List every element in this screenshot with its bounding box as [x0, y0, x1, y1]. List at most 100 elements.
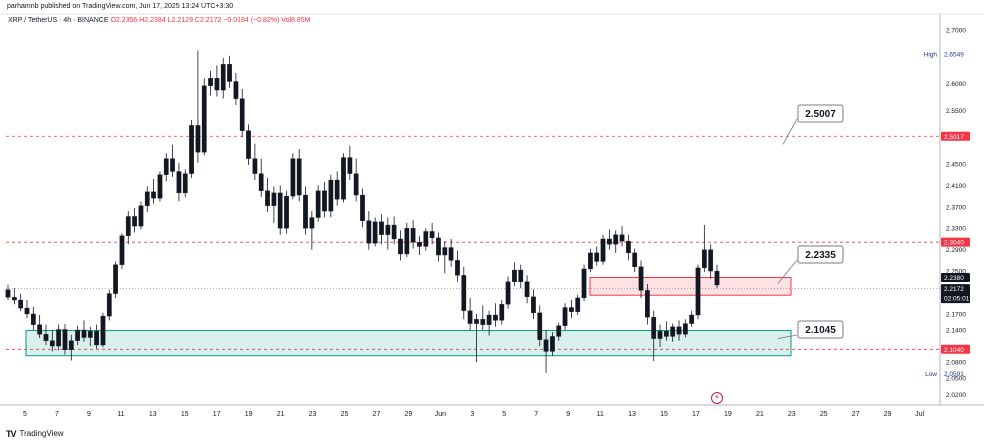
candle-body: [214, 78, 220, 91]
candle-body: [467, 310, 473, 324]
callout-pointer: [777, 334, 798, 339]
supply-zone[interactable]: [589, 277, 792, 296]
time-tick-label: 5: [502, 411, 506, 418]
candle-body: [676, 326, 682, 335]
candle: [176, 162, 182, 202]
candle: [366, 211, 372, 250]
candle: [474, 313, 479, 363]
price-callout[interactable]: 2.5007: [782, 104, 844, 145]
time-tick-label: 21: [756, 411, 764, 418]
symbol-info: XRP / TetherUS · 4h · BINANCE O2.2356 H2…: [8, 17, 311, 24]
candle: [296, 148, 302, 202]
candle: [315, 185, 321, 222]
time-tick-label: 29: [884, 411, 892, 418]
candle: [322, 182, 327, 218]
candle: [670, 323, 676, 342]
candle: [550, 332, 555, 356]
candle-body: [56, 329, 62, 347]
candle: [227, 55, 232, 88]
candle: [214, 65, 220, 97]
candle: [436, 232, 441, 262]
time-tick-label: 25: [341, 411, 349, 418]
candle-body: [170, 158, 175, 172]
callout-box: [797, 245, 844, 264]
price-label-text: 2.1040: [944, 347, 964, 354]
callout-pointer: [782, 118, 798, 145]
demand-zone[interactable]: [25, 330, 792, 357]
candle-body: [62, 329, 68, 350]
price-label: 2.3040: [941, 237, 970, 247]
time-tick-label: 19: [724, 411, 732, 418]
lightning-icon[interactable]: ⚡: [711, 392, 723, 404]
candle-body: [125, 216, 131, 236]
symbol-name[interactable]: XRP / TetherUS · 4h · BINANCE: [8, 17, 109, 24]
candle: [277, 185, 283, 235]
candle-body: [182, 173, 188, 194]
candle: [537, 305, 543, 347]
time-tick-label: 3: [470, 411, 474, 418]
candle: [125, 211, 131, 245]
candle: [68, 334, 74, 361]
candle: [284, 190, 289, 234]
candle-body: [524, 281, 530, 297]
candle: [233, 72, 239, 106]
time-tick-label: 5: [23, 411, 27, 418]
time-tick-label: Jun: [435, 411, 446, 418]
candle: [512, 262, 517, 287]
candle-body: [543, 339, 549, 352]
candle-body: [290, 158, 296, 197]
candle-body: [334, 179, 340, 200]
chart-grid: [0, 13, 984, 406]
candle-body: [391, 224, 397, 240]
time-tick-label: 7: [534, 411, 538, 418]
price-label: 2.2380: [941, 273, 970, 283]
price-callout[interactable]: 2.2335: [777, 245, 844, 284]
candle-body: [372, 221, 378, 244]
candle-body: [480, 319, 486, 325]
time-tick-label: 11: [117, 411, 124, 418]
candle: [100, 312, 106, 348]
candle-body: [284, 195, 289, 229]
candle: [43, 324, 49, 346]
candle: [663, 321, 669, 341]
candle: [429, 222, 435, 245]
candle: [195, 50, 201, 163]
candle-body: [233, 81, 239, 99]
time-tick-label: 15: [181, 411, 189, 418]
candle: [455, 250, 460, 282]
candle-body: [385, 224, 391, 235]
key-level-lines: [6, 135, 940, 350]
time-tick-label: 19: [245, 411, 253, 418]
candle-body: [493, 314, 498, 321]
candle: [695, 264, 701, 320]
candle-body: [24, 307, 30, 315]
price-label-bg: [941, 273, 970, 283]
candle-body: [682, 323, 688, 335]
price-callout[interactable]: 2.1045: [777, 320, 844, 339]
price-tick-label: 2.2500: [946, 269, 966, 276]
candle-body: [309, 217, 315, 229]
time-tick-label: 21: [277, 411, 285, 418]
candle: [220, 57, 226, 99]
price-tick-label: 2.1400: [946, 328, 966, 335]
candle: [682, 319, 688, 338]
candle-body: [663, 330, 669, 337]
candle: [106, 289, 112, 321]
candle-body: [575, 297, 581, 312]
candle-body: [505, 281, 511, 305]
candle-body: [220, 64, 226, 91]
price-label: 2.0591 Low: [925, 371, 964, 378]
price-label-bg: [941, 344, 970, 354]
candle-body: [512, 269, 517, 282]
candle: [151, 178, 156, 204]
candle-body: [151, 191, 156, 199]
price-tick-label: 2.0500: [946, 376, 966, 383]
candle-body: [18, 299, 24, 309]
candle-body: [258, 173, 264, 191]
candle-body: [5, 289, 11, 298]
candle-body: [613, 234, 619, 245]
candles: [5, 50, 720, 373]
candle: [448, 238, 454, 267]
candle-body: [208, 78, 213, 86]
